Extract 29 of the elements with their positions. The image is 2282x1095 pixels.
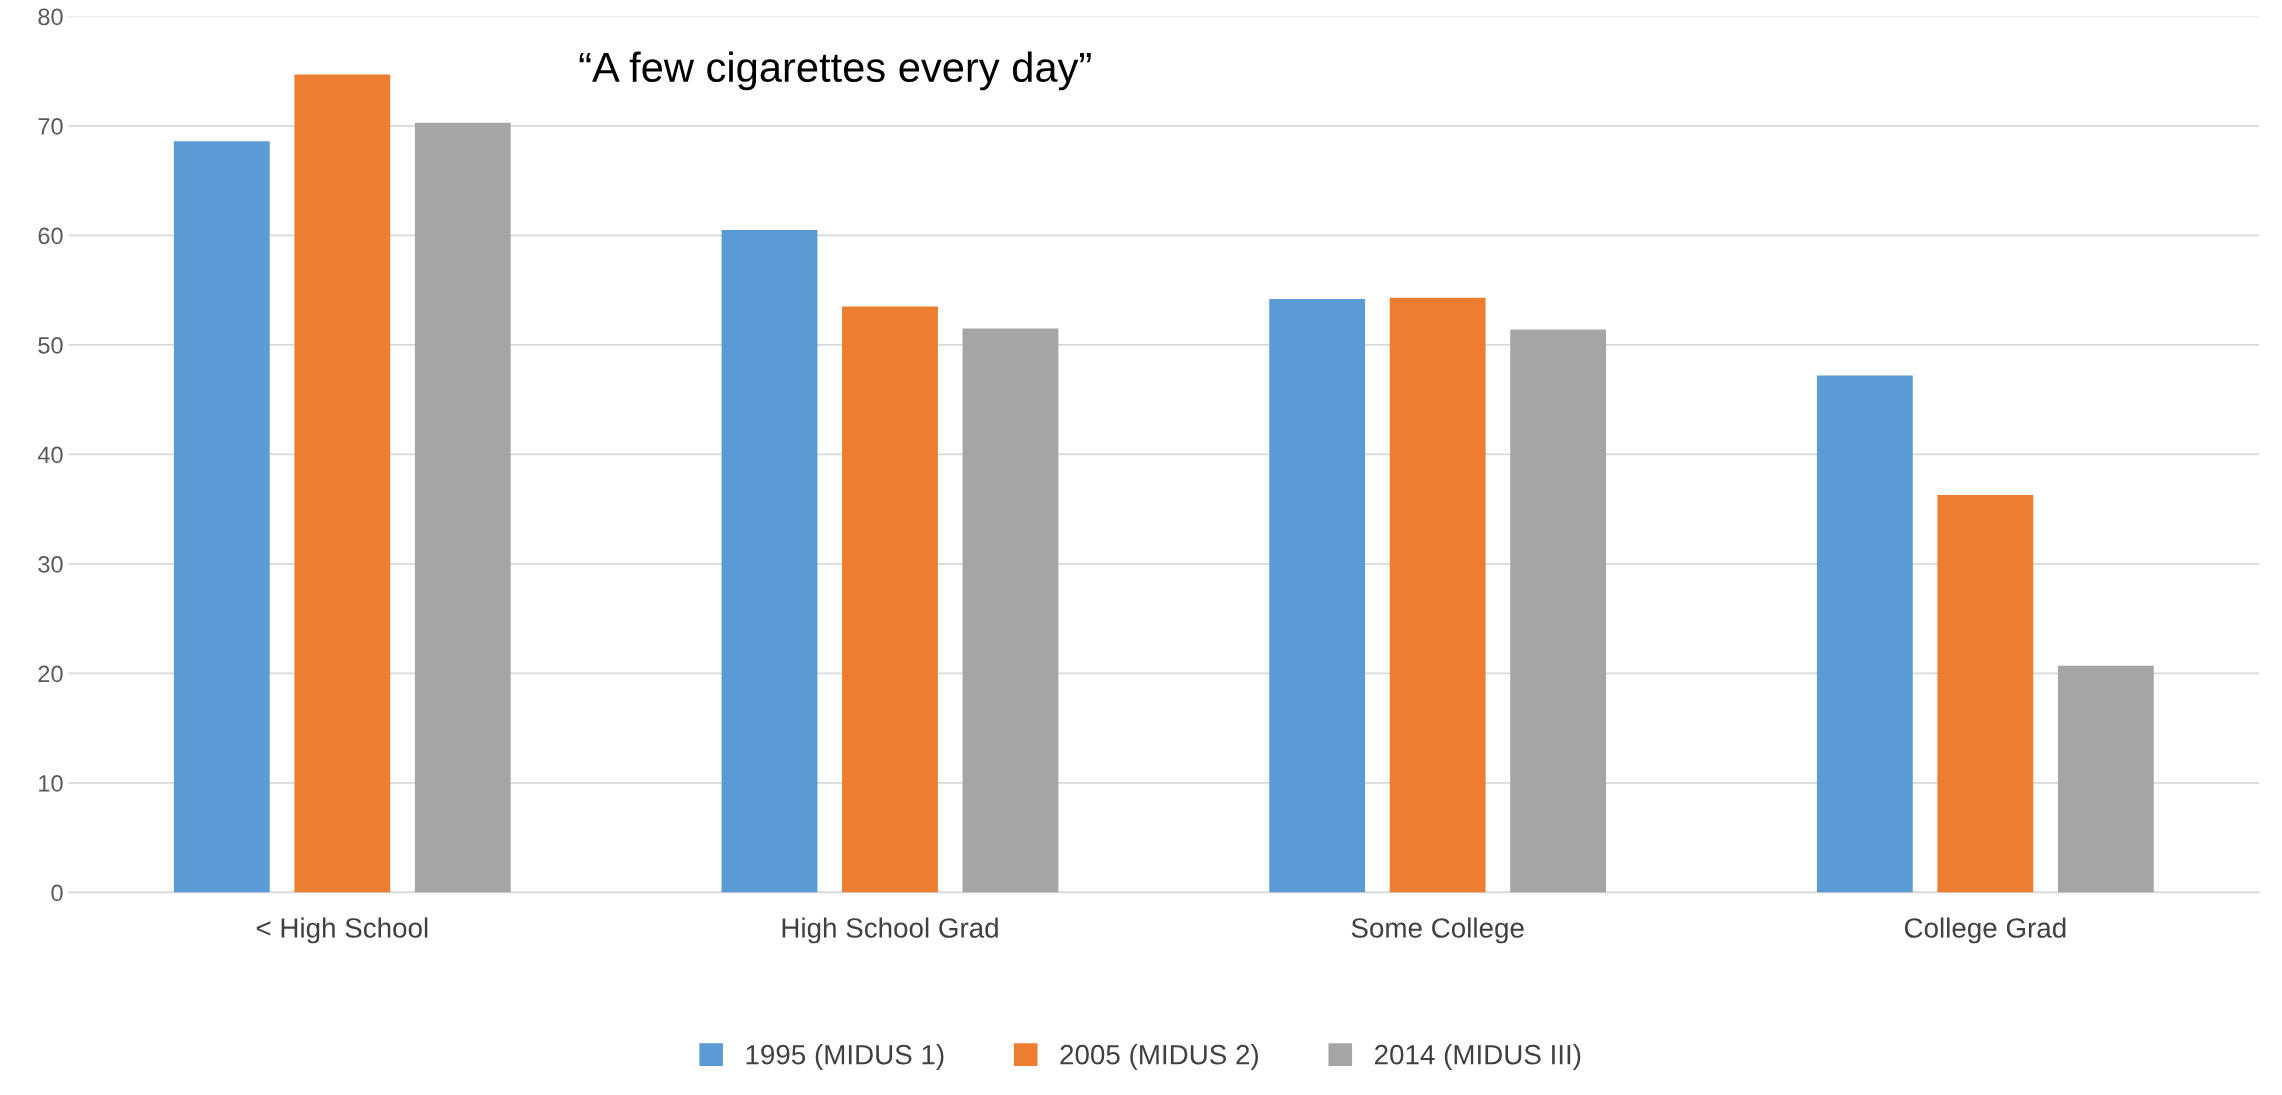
bar: [173, 141, 270, 893]
legend-label: 2005 (MIDUS 2): [1060, 1044, 1258, 1070]
bar: [1937, 494, 2034, 893]
y-tick-label: 40: [37, 446, 63, 464]
bar: [1816, 375, 1913, 893]
bar: [962, 328, 1059, 893]
y-tick-label: 0: [51, 884, 63, 902]
y-tick-label: 10: [39, 774, 63, 792]
bar: [294, 74, 391, 893]
bar: [414, 122, 511, 893]
bar: [1389, 297, 1486, 893]
legend-label: 1995 (MIDUS 1): [746, 1044, 944, 1070]
y-tick-label: 30: [38, 555, 63, 573]
x-tick-label: Some College: [1351, 917, 1524, 944]
bar: [842, 306, 938, 893]
bar: [721, 229, 818, 893]
bar: [1269, 298, 1366, 893]
bar: [2057, 665, 2154, 893]
legend-label: 2014 (MIDUS III): [1374, 1044, 1581, 1070]
x-tick-label: < High School: [256, 917, 428, 944]
y-tick-label: 70: [38, 117, 63, 135]
x-tick-label: High School Grad: [782, 917, 998, 944]
bar: [1510, 329, 1607, 893]
y-tick-label: 60: [38, 227, 63, 245]
y-tick-label: 20: [38, 665, 63, 683]
y-tick-label: 50: [38, 336, 63, 354]
x-tick-label: College Grad: [1904, 917, 2066, 944]
text: “A few cigarettes every day”: [579, 51, 1091, 91]
y-tick-label: 80: [38, 8, 63, 26]
